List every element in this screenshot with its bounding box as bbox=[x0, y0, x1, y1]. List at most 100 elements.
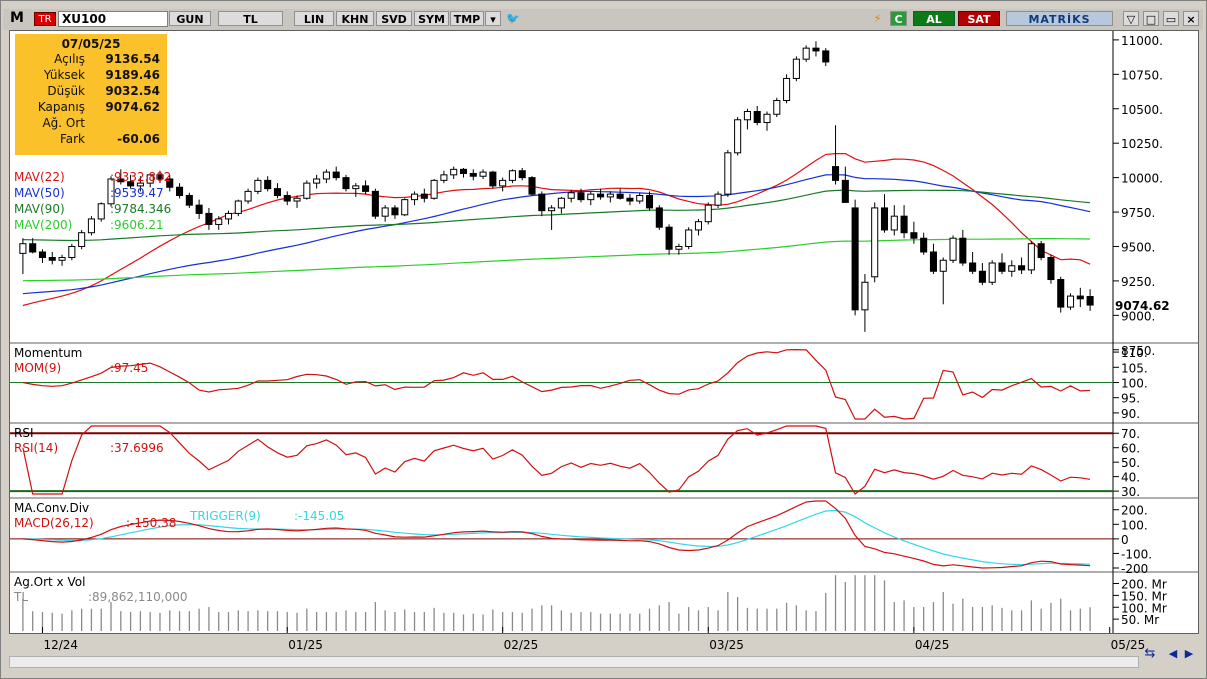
candle-body bbox=[753, 111, 761, 124]
chart-area[interactable]: 11000. 10750. 10500. 10250. 10000. 9750. 9500.… bbox=[9, 30, 1199, 634]
candle-body bbox=[1008, 265, 1016, 272]
info-label: Kapanış bbox=[37, 100, 85, 114]
candle-body bbox=[401, 199, 409, 216]
y-tick-label: 90. bbox=[1121, 407, 1140, 421]
candle-body bbox=[459, 168, 468, 174]
y-tick-label: 110. bbox=[1121, 346, 1148, 360]
candle-body bbox=[616, 193, 624, 199]
scroll-left-icon[interactable]: ◀ bbox=[1168, 647, 1178, 660]
sell-button[interactable]: SAT bbox=[958, 11, 1000, 26]
twitter-icon[interactable]: 🐦 bbox=[506, 12, 520, 25]
candle-body bbox=[332, 171, 340, 179]
candle-body bbox=[567, 192, 575, 199]
candle-body bbox=[195, 204, 203, 214]
y-tick-label: 8750. bbox=[1121, 344, 1155, 358]
candle-body bbox=[273, 188, 281, 197]
y-tick-label: 200. bbox=[1121, 504, 1148, 518]
x-tick-label: 05/25 bbox=[1110, 638, 1146, 652]
candle-body bbox=[763, 113, 771, 124]
refresh-button[interactable]: C bbox=[890, 11, 907, 26]
candle-body bbox=[832, 166, 840, 181]
candle-body bbox=[783, 77, 791, 101]
khn-button[interactable]: KHN bbox=[336, 11, 374, 26]
candle-body bbox=[910, 232, 918, 239]
mav90-line bbox=[22, 189, 1091, 242]
minimize-icon[interactable]: □ bbox=[1143, 11, 1159, 26]
momentum-legend-name: MOM(9) bbox=[14, 361, 61, 375]
scroll-sync-icon[interactable]: ⇆ bbox=[1144, 646, 1156, 661]
symbol-field[interactable]: XU100 bbox=[58, 11, 168, 27]
candle-body bbox=[430, 179, 438, 199]
x-tick-label: 01/25 bbox=[288, 638, 323, 652]
candle-body bbox=[146, 174, 154, 184]
period-button[interactable]: GUN bbox=[169, 11, 211, 26]
close-icon[interactable]: × bbox=[1183, 11, 1199, 26]
y-tick-label: 100. bbox=[1121, 518, 1148, 532]
lin-button[interactable]: LIN bbox=[294, 11, 334, 26]
candle-body bbox=[244, 190, 252, 202]
candle-body bbox=[969, 262, 977, 272]
candle-body bbox=[410, 193, 419, 201]
buy-button[interactable]: AL bbox=[913, 11, 955, 26]
candle-body bbox=[871, 207, 879, 278]
mav-legend-name: MAV(200) bbox=[14, 218, 72, 232]
svd-button[interactable]: SVD bbox=[376, 11, 412, 26]
y-tick-label: 150. Mr bbox=[1121, 589, 1167, 603]
candle-body bbox=[440, 174, 448, 181]
candle-body bbox=[352, 185, 360, 190]
macd-legend-name: MACD(26,12) bbox=[14, 516, 94, 530]
candle-body bbox=[822, 50, 830, 63]
y-tick-label: 9500. bbox=[1121, 240, 1155, 254]
candle-body bbox=[87, 218, 95, 234]
tmp-button[interactable]: TMP bbox=[450, 11, 484, 26]
rsi-legend-name: RSI(14) bbox=[14, 441, 58, 455]
candle-body bbox=[665, 226, 673, 250]
scroll-right-icon[interactable]: ▶ bbox=[1184, 647, 1194, 660]
info-date: 07/05/25 bbox=[61, 37, 121, 51]
volume-unit: TL bbox=[13, 590, 28, 604]
y-tick-label: 10500. bbox=[1121, 103, 1163, 117]
info-row: Fark -60.06 bbox=[15, 132, 167, 148]
x-tick-label: 02/25 bbox=[503, 638, 539, 652]
candle-body bbox=[1047, 256, 1055, 281]
y-tick-label: 100. bbox=[1121, 377, 1148, 391]
x-tick-label: 04/25 bbox=[914, 638, 950, 652]
candle-body bbox=[283, 195, 291, 202]
y-tick-label: 50. Mr bbox=[1121, 613, 1159, 627]
lightning-icon[interactable]: ⚡ bbox=[873, 12, 882, 25]
candle-body bbox=[254, 179, 262, 192]
y-tick-label: 30. bbox=[1121, 485, 1140, 499]
chart-svg[interactable]: 11000. 10750. 10500. 10250. 10000. 9750. 9500.… bbox=[10, 31, 1198, 633]
candle-body bbox=[166, 178, 174, 188]
dropdown-icon[interactable]: ▾ bbox=[485, 11, 501, 26]
candle-body bbox=[420, 193, 428, 199]
candle-body bbox=[29, 243, 37, 253]
matriks-logo[interactable]: M bbox=[7, 11, 27, 26]
info-row: Düşük 9032.54 bbox=[15, 84, 167, 100]
y-tick-label: -200 bbox=[1121, 562, 1148, 576]
momentum-legend-value: :97.45 bbox=[110, 361, 148, 375]
dropdown-window-icon[interactable]: ▽ bbox=[1123, 11, 1139, 26]
candle-body bbox=[792, 58, 800, 79]
candle-body bbox=[136, 182, 144, 187]
sym-button[interactable]: SYM bbox=[414, 11, 449, 26]
candle-body bbox=[234, 200, 242, 214]
candle-body bbox=[224, 212, 233, 220]
horizontal-scrollbar[interactable] bbox=[9, 656, 1139, 668]
candle-body bbox=[156, 174, 164, 180]
candle-body bbox=[48, 256, 56, 261]
candle-body bbox=[264, 179, 272, 190]
candle-body bbox=[988, 262, 996, 283]
candle-body bbox=[1066, 295, 1075, 308]
info-value: 9189.46 bbox=[105, 68, 160, 82]
momentum-title: Momentum bbox=[14, 346, 82, 360]
mav-legend-value: :9784.346 bbox=[110, 202, 171, 216]
candle-body bbox=[313, 178, 321, 184]
candle-body bbox=[185, 195, 193, 206]
candle-body bbox=[636, 195, 644, 202]
macd-line bbox=[22, 500, 1091, 569]
maximize-icon[interactable]: ▭ bbox=[1163, 11, 1179, 26]
currency-button[interactable]: TL bbox=[218, 11, 283, 26]
candle-body bbox=[978, 270, 986, 283]
macd-legend-value: :-150.38 bbox=[126, 516, 176, 530]
